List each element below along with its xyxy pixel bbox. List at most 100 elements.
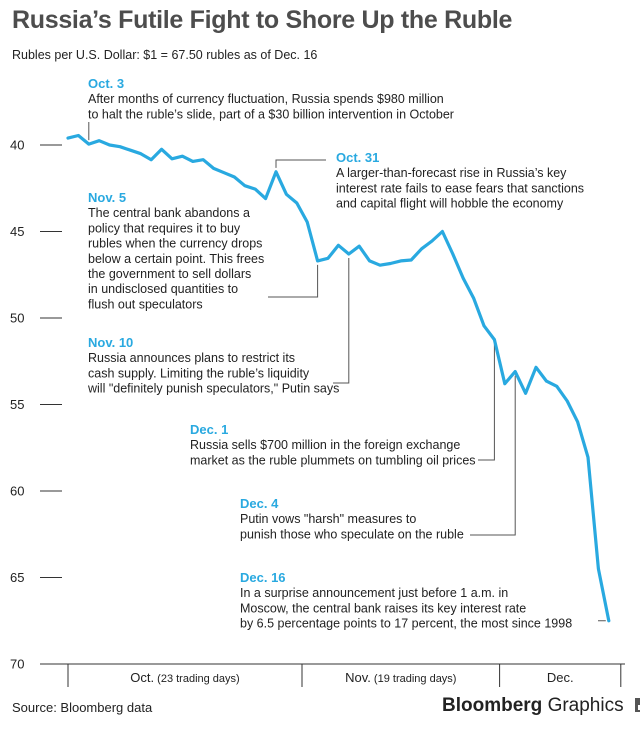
y-tick-label-60: 60 [10, 484, 24, 499]
data-point-19 [264, 197, 267, 200]
y-tick-label-45: 45 [10, 224, 24, 239]
annotation-text-nov-5-1: The central bank abandons a [88, 206, 250, 220]
data-point-26 [337, 244, 340, 247]
data-point-13 [201, 158, 205, 161]
data-point-45 [534, 366, 538, 369]
data-point-28 [357, 244, 361, 248]
annotation-heading-dec-4: Dec. 4 [240, 496, 279, 511]
data-point-27 [347, 252, 351, 256]
data-point-6 [129, 148, 132, 152]
leader-dec-4 [470, 375, 516, 536]
annotation-text-nov-5-5: the government to sell dollars [88, 267, 251, 281]
data-point-35 [430, 239, 434, 243]
annotation-text-nov-5-7: flush out speculators [88, 297, 203, 311]
annotation-text-dec-16-3: by 6.5 percentage points to 17 percent, … [240, 617, 572, 631]
annotation-heading-oct-3: Oct. 3 [88, 76, 124, 91]
data-point-36 [441, 230, 444, 233]
data-point-17 [243, 184, 247, 187]
annotation-text-nov-5-6: in undisclosed quantities to [88, 282, 238, 296]
data-point-11 [181, 154, 184, 158]
data-point-25 [326, 257, 330, 260]
data-point-23 [305, 220, 309, 224]
data-point-38 [461, 276, 465, 280]
data-point-20 [274, 170, 278, 174]
brand-bold: Bloomberg [442, 695, 543, 716]
chart-title: Russia’s Futile Fight to Shore Up the Ru… [12, 6, 513, 34]
data-point-4 [108, 143, 111, 147]
data-point-33 [409, 258, 413, 262]
annotation-text-nov-5-2: policy that requires it to buy [88, 221, 241, 235]
annotation-text-nov-10-1: Russia announces plans to restrict its [88, 351, 295, 365]
annotation-text-oct-3-1: After months of currency fluctuation, Ru… [88, 92, 444, 106]
annotation-heading-nov-5: Nov. 5 [88, 190, 126, 205]
data-point-32 [399, 259, 403, 263]
chart-subtitle: Rubles per U.S. Dollar: $1 = 67.50 ruble… [12, 48, 318, 62]
data-point-43 [513, 370, 517, 373]
leader-nov-5 [268, 264, 319, 298]
data-point-24 [316, 259, 319, 263]
annotation-text-dec-4-2: punish those who speculate on the ruble [240, 527, 464, 541]
month-label-nov: Nov. (19 trading days) [345, 670, 456, 685]
annotation-text-nov-5-4: below a certain point. This frees [88, 252, 264, 266]
month-label-dec: Dec. [547, 670, 574, 685]
data-point-40 [482, 324, 486, 328]
brand-light: Graphics [547, 695, 624, 716]
data-point-15 [222, 171, 226, 174]
annotation-text-dec-1-1: Russia sells $700 million in the foreign… [190, 438, 460, 452]
annotation-text-nov-10-2: cash supply. Limiting the ruble’s liquid… [88, 366, 310, 380]
data-point-46 [545, 379, 548, 383]
bar-chart-icon [634, 698, 640, 712]
annotation-text-dec-4-1: Putin vows "harsh" measures to [240, 512, 416, 526]
data-point-34 [420, 247, 423, 251]
y-tick-label-65: 65 [10, 570, 24, 585]
data-point-9 [160, 148, 163, 151]
annotation-text-oct-31-2: interest rate fails to ease fears that s… [336, 181, 584, 195]
data-point-21 [285, 193, 288, 196]
annotation-heading-nov-10: Nov. 10 [88, 335, 133, 350]
data-point-12 [191, 160, 195, 163]
data-point-47 [555, 385, 559, 388]
annotation-text-nov-5-3: rubles when the currency drops [88, 237, 262, 251]
y-tick-label-70: 70 [10, 657, 24, 672]
month-label-oct: Oct. (23 trading days) [130, 670, 239, 685]
data-point-44 [524, 392, 527, 395]
data-point-5 [118, 145, 122, 148]
data-point-29 [368, 259, 371, 263]
data-point-18 [253, 187, 257, 191]
data-point-16 [233, 175, 236, 179]
data-point-31 [389, 262, 392, 265]
data-point-39 [472, 296, 475, 300]
data-point-52 [607, 619, 611, 623]
y-tick-label-55: 55 [10, 397, 24, 412]
leader-nov-10 [333, 257, 350, 384]
source-note: Source: Bloomberg data [12, 700, 153, 715]
annotation-heading-dec-1: Dec. 1 [190, 422, 228, 437]
annotation-text-oct-3-2: to halt the ruble’s slide, part of a $30… [88, 107, 454, 121]
brand-logo: Bloomberg Graphics [442, 695, 640, 717]
data-point-22 [295, 201, 299, 205]
data-point-2 [87, 142, 91, 146]
data-point-7 [139, 152, 143, 155]
data-point-48 [565, 399, 569, 403]
data-point-50 [586, 456, 590, 459]
y-tick-label-40: 40 [10, 138, 24, 153]
annotation-text-dec-1-2: market as the ruble plummets on tumbling… [190, 453, 476, 467]
data-point-37 [451, 252, 455, 256]
leader-dec-1 [478, 343, 495, 461]
data-point-1 [77, 134, 80, 137]
annotation-text-dec-16-1: In a surprise announcement just before 1… [240, 586, 508, 600]
data-point-42 [503, 382, 507, 386]
annotation-text-oct-31-3: and capital flight will hobble the econo… [336, 197, 564, 211]
data-point-14 [212, 167, 215, 170]
annotation-text-oct-31-1: A larger-than-forecast rise in Russia’s … [336, 166, 567, 180]
annotation-text-nov-10-3: will "definitely punish speculators," Pu… [87, 382, 339, 396]
annotation-heading-dec-16: Dec. 16 [240, 570, 286, 585]
annotation-text-dec-16-2: Moscow, the central bank raises its key … [240, 601, 526, 615]
data-point-49 [576, 420, 579, 424]
data-point-3 [97, 139, 101, 142]
data-point-30 [378, 263, 382, 267]
data-point-41 [493, 338, 496, 341]
data-point-8 [149, 158, 153, 161]
data-point-0 [66, 136, 70, 140]
annotation-heading-oct-31: Oct. 31 [336, 150, 379, 165]
